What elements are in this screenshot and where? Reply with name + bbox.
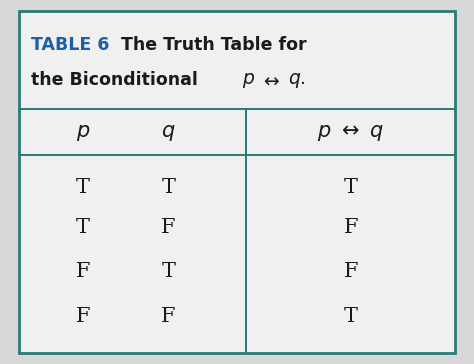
Text: T: T [344,178,358,197]
Text: F: F [76,262,90,281]
Text: $\mathbf{\mathit{q}}$: $\mathbf{\mathit{q}}$ [161,123,175,143]
FancyBboxPatch shape [19,11,455,353]
Text: T: T [344,307,358,326]
Text: F: F [76,307,90,326]
Text: T: T [76,178,90,197]
Text: $\mathbf{\mathit{p}}$ $\leftrightarrow$ $\mathbf{\mathit{q}}$: $\mathbf{\mathit{p}}$ $\leftrightarrow$ … [318,123,384,143]
Text: T: T [161,178,175,197]
Text: F: F [344,262,358,281]
Text: F: F [161,307,175,326]
Text: $\mathbf{\mathit{p}}$: $\mathbf{\mathit{p}}$ [76,123,90,143]
Text: $\mathbf{\mathit{q}}$.: $\mathbf{\mathit{q}}$. [288,71,306,90]
Text: F: F [161,218,175,237]
Text: T: T [76,218,90,237]
Text: TABLE 6: TABLE 6 [31,36,109,55]
Text: T: T [161,262,175,281]
Text: $\leftrightarrow$: $\leftrightarrow$ [260,71,280,90]
Text: $\mathbf{\mathit{p}}$: $\mathbf{\mathit{p}}$ [242,71,255,90]
Text: F: F [344,218,358,237]
Text: the Biconditional: the Biconditional [31,71,204,89]
Text: The Truth Table for: The Truth Table for [121,36,307,55]
